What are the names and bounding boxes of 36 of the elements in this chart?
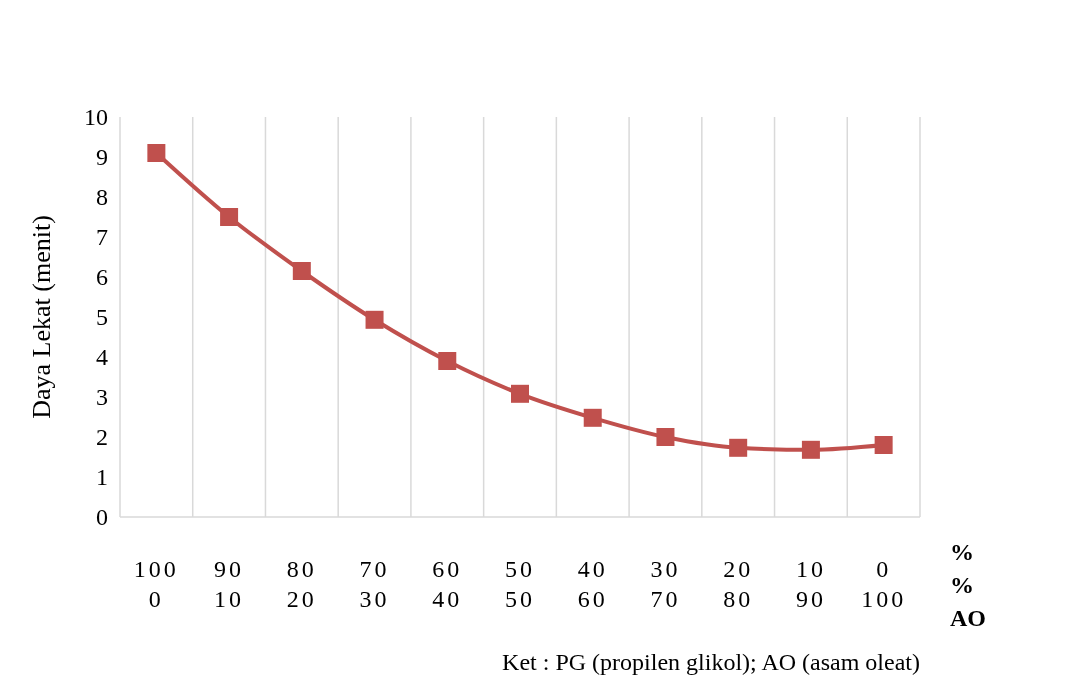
x-tick-label: 100 0 (133, 556, 179, 612)
y-tick-label: 7 (96, 224, 108, 251)
point (292, 262, 311, 280)
point (147, 144, 166, 162)
y-tick-label: 1 (96, 464, 108, 491)
point (438, 352, 457, 370)
point (874, 436, 893, 454)
x-tick-label: 40 60 (577, 556, 608, 612)
x-tick-label: 70 30 (359, 556, 390, 612)
point (583, 408, 602, 427)
x-tick-label: 30 70 (650, 556, 681, 612)
y-tick-label: 2 (96, 424, 108, 451)
x-tick-label: 80 20 (286, 556, 317, 612)
point (729, 438, 748, 457)
x-tick-label: 20 80 (723, 556, 754, 612)
x-tick-label: 60 40 (432, 556, 463, 612)
x-tick-label: 10 90 (795, 556, 826, 612)
y-tick-label: 5 (96, 304, 108, 331)
y-tick-label: 9 (96, 144, 108, 171)
text: % % AO (950, 539, 986, 631)
x-tick-label: 0 100 (861, 556, 907, 612)
y-tick-label: 6 (96, 264, 108, 291)
point (801, 440, 820, 459)
x-tick-label: 90 10 (214, 556, 245, 612)
x-tick-label: 50 50 (505, 556, 535, 612)
point (365, 310, 384, 329)
text: Ket : PG (propilen glikol); AO (asam oleat) (502, 649, 920, 675)
y-axis-title: Daya Lekat (menit) (27, 215, 56, 419)
y-tick-label: 4 (96, 344, 108, 371)
y-tick-label: 3 (96, 384, 108, 411)
point (511, 384, 529, 403)
y-tick-label: 10 (84, 104, 108, 131)
point (220, 208, 239, 226)
y-tick-label: 0 (96, 504, 108, 531)
y-tick-label: 8 (96, 184, 108, 211)
point (656, 428, 675, 446)
